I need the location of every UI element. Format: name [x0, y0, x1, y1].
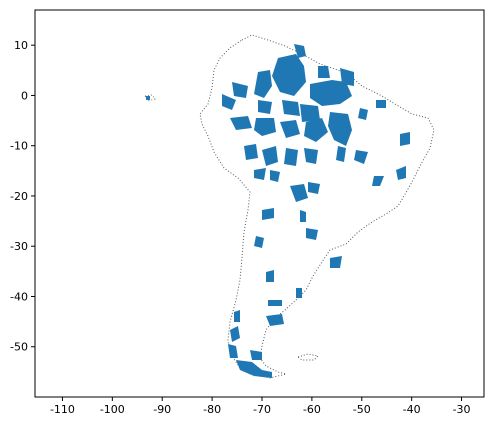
- y-tick-label: -50: [10, 341, 28, 354]
- x-axis: -110 -100 -90 -80 -70 -60 -50 -40 -30: [50, 397, 471, 416]
- x-tick-label: -40: [403, 403, 421, 416]
- protected-area: [236, 360, 272, 378]
- protected-area: [294, 44, 306, 58]
- protected-area: [376, 100, 386, 108]
- protected-area: [306, 228, 318, 240]
- protected-area: [396, 166, 406, 180]
- protected-area: [266, 270, 274, 282]
- protected-area: [330, 256, 342, 268]
- protected-area: [234, 310, 240, 322]
- protected-area: [254, 118, 276, 136]
- x-tick-label: -90: [153, 403, 171, 416]
- protected-area: [296, 288, 302, 298]
- protected-area: [262, 146, 278, 166]
- protected-area: [230, 326, 240, 342]
- protected-area: [254, 70, 272, 98]
- protected-area: [354, 150, 368, 164]
- protected-area: [358, 108, 368, 120]
- x-tick-label: -50: [353, 403, 371, 416]
- x-tick-label: -80: [203, 403, 221, 416]
- protected-area: [244, 144, 258, 160]
- protected-area: [308, 182, 320, 194]
- protected-areas-layer: [146, 44, 410, 378]
- protected-area: [300, 210, 306, 222]
- protected-area: [304, 118, 328, 142]
- protected-area: [310, 80, 352, 106]
- protected-area: [228, 344, 238, 358]
- protected-area: [300, 104, 320, 122]
- protected-area: [266, 314, 284, 326]
- protected-area: [230, 116, 252, 130]
- protected-area: [400, 132, 410, 146]
- protected-area: [222, 94, 236, 110]
- y-tick-label: 0: [21, 89, 28, 102]
- y-tick-label: -40: [10, 290, 28, 303]
- protected-area: [304, 148, 318, 164]
- y-tick-label: -30: [10, 240, 28, 253]
- protected-area: [254, 236, 264, 248]
- protected-area: [282, 100, 300, 116]
- y-axis: 10 0 -10 -20 -30 -40 -50: [10, 39, 35, 354]
- protected-area: [372, 176, 384, 186]
- protected-area: [284, 148, 298, 166]
- protected-area: [290, 184, 308, 202]
- x-tick-label: -60: [303, 403, 321, 416]
- protected-area: [340, 68, 354, 86]
- protected-area: [262, 208, 274, 220]
- protected-area: [254, 168, 266, 180]
- falklands-outline: [296, 353, 320, 361]
- protected-area: [318, 66, 330, 78]
- protected-area: [328, 112, 352, 146]
- x-tick-label: -30: [453, 403, 471, 416]
- axes-frame: [34, 9, 485, 398]
- protected-area: [270, 170, 280, 182]
- y-tick-label: 10: [14, 39, 28, 52]
- protected-area: [280, 120, 300, 138]
- protected-area: [146, 96, 150, 100]
- protected-area: [232, 82, 248, 98]
- plot-background: [35, 10, 484, 397]
- x-tick-label: -70: [253, 403, 271, 416]
- x-tick-label: -100: [100, 403, 125, 416]
- protected-area: [250, 350, 262, 360]
- protected-area: [258, 100, 272, 114]
- x-tick-label: -110: [50, 403, 75, 416]
- protected-area: [268, 300, 282, 306]
- y-tick-label: -20: [10, 190, 28, 203]
- protected-area: [272, 54, 306, 96]
- protected-area: [336, 146, 346, 162]
- y-tick-label: -10: [10, 140, 28, 153]
